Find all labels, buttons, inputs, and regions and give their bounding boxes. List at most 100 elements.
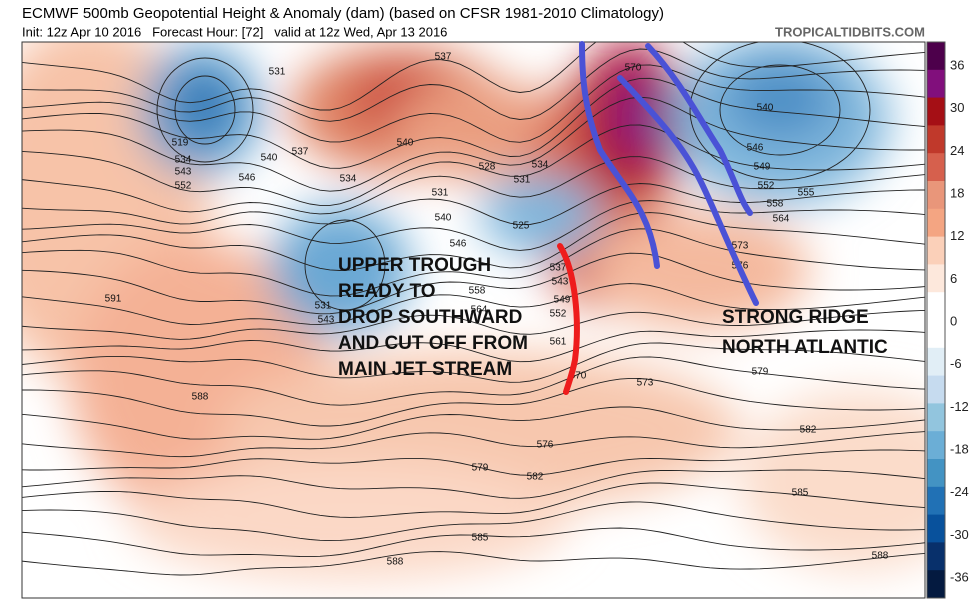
subtitle: Init: 12z Apr 10 2016 Forecast Hour: [72… [22, 24, 447, 39]
contour-line [22, 309, 925, 340]
contour-label: 552 [758, 181, 775, 192]
colorbar-segment [927, 42, 945, 71]
contour-label: 579 [472, 463, 489, 474]
colorbar-segment [927, 570, 945, 599]
annotation-text: MAIN JET STREAM [338, 359, 512, 380]
contour-label: 531 [315, 301, 332, 312]
contour-line [22, 482, 925, 518]
contour-label: 573 [732, 241, 749, 252]
contour-label: 561 [550, 337, 567, 348]
contour-label: 543 [552, 277, 569, 288]
contour-label: 525 [513, 221, 530, 232]
annotation-text: NORTH ATLANTIC [722, 337, 888, 358]
contour-label: 537 [435, 52, 452, 63]
contour-line [719, 64, 841, 156]
contour-line [22, 449, 925, 476]
colorbar-label: -18 [950, 441, 969, 456]
contour-line [22, 252, 925, 315]
colorbar-label: 36 [950, 57, 964, 72]
contour-line [22, 96, 925, 192]
watermark: TROPICALTIDBITS.COM [775, 24, 925, 39]
contour-line [22, 342, 925, 383]
annotation-text: DROP SOUTHWARD [338, 307, 522, 328]
annotations: UPPER TROUGH READY TO DROP SOUTHWARD AND CU… [338, 255, 888, 380]
contour-line [174, 75, 236, 145]
contour-label: 558 [469, 286, 486, 297]
contour-line [22, 124, 925, 206]
contour-label: 576 [537, 440, 554, 451]
contour-label: 540 [435, 213, 452, 224]
contour-label: 558 [767, 199, 784, 210]
contour-label: 579 [752, 367, 769, 378]
contour-line [22, 527, 925, 558]
contour-label: 585 [792, 488, 809, 499]
contour-line [22, 377, 925, 427]
contour-label: 534 [340, 174, 357, 185]
colorbar-segment [927, 264, 945, 293]
contour-label: 531 [432, 188, 449, 199]
contour-line [22, 406, 925, 440]
contour-line [22, 501, 925, 542]
colorbar-label: -36 [950, 569, 969, 584]
colorbar-segment [927, 375, 945, 404]
colorbar-segment [927, 347, 945, 377]
contour-label: 573 [637, 378, 654, 389]
colorbar-segment [927, 236, 945, 265]
contour-label: 588 [387, 557, 404, 568]
ridge-marker [617, 75, 759, 306]
colorbar-segment [927, 514, 945, 543]
contour-label: 555 [798, 188, 815, 199]
contour-line [22, 200, 925, 251]
contour-line [22, 212, 925, 271]
contour-line [22, 228, 925, 297]
colorbar-label: 0 [950, 313, 957, 328]
contour-line [22, 469, 925, 499]
contour-label: 552 [550, 309, 567, 320]
colorbar-segment [927, 431, 945, 460]
contour-label: 570 [570, 371, 587, 382]
contour-label: 543 [318, 315, 335, 326]
contour-label: 540 [397, 138, 414, 149]
annotation-text: UPPER TROUGH [338, 255, 491, 276]
contour-label: 543 [175, 167, 192, 178]
colorbar-segment [927, 542, 945, 571]
colorbar-segment [927, 320, 945, 349]
contour-label: 549 [554, 295, 571, 306]
contour-label: 585 [472, 533, 489, 544]
contour-label: 549 [754, 162, 771, 173]
colorbar-segment [927, 403, 945, 432]
contour-label: 582 [527, 472, 544, 483]
contour-label: 588 [872, 551, 889, 562]
contour-line [22, 431, 925, 458]
colorbar-label: 6 [950, 271, 957, 286]
colorbar-segment [927, 69, 945, 99]
contour-label: 570 [625, 63, 642, 74]
colorbar-segment [927, 208, 945, 238]
colorbar-segment [927, 97, 945, 126]
contour-label: 546 [239, 173, 256, 184]
contour-label: 531 [514, 175, 531, 186]
contour-line [22, 48, 925, 122]
colorbar-segment [927, 486, 945, 516]
colorbar-label: 18 [950, 185, 964, 200]
colorbar-label: -24 [950, 484, 969, 499]
contour-label: 537 [550, 263, 567, 274]
contour-label: 534 [175, 155, 192, 166]
contour-line [22, 42, 925, 111]
trough-marker [557, 243, 580, 395]
ridge-marker [579, 41, 660, 269]
annotation-text: AND CUT OFF FROM [338, 333, 528, 354]
contour-label: 588 [192, 392, 209, 403]
colorbar-label: -30 [950, 527, 969, 542]
contour-labels: 5315375405375345195345435525405465315405… [105, 52, 889, 568]
contour-label: 528 [479, 162, 496, 173]
height-contours [22, 42, 925, 576]
contour-line [22, 183, 925, 226]
contour-line [22, 77, 925, 169]
colorbar-segment [927, 292, 945, 321]
contour-label: 531 [269, 67, 286, 78]
contour-line [304, 219, 386, 311]
map-frame [21, 41, 926, 599]
colorbar-segment [927, 181, 945, 210]
